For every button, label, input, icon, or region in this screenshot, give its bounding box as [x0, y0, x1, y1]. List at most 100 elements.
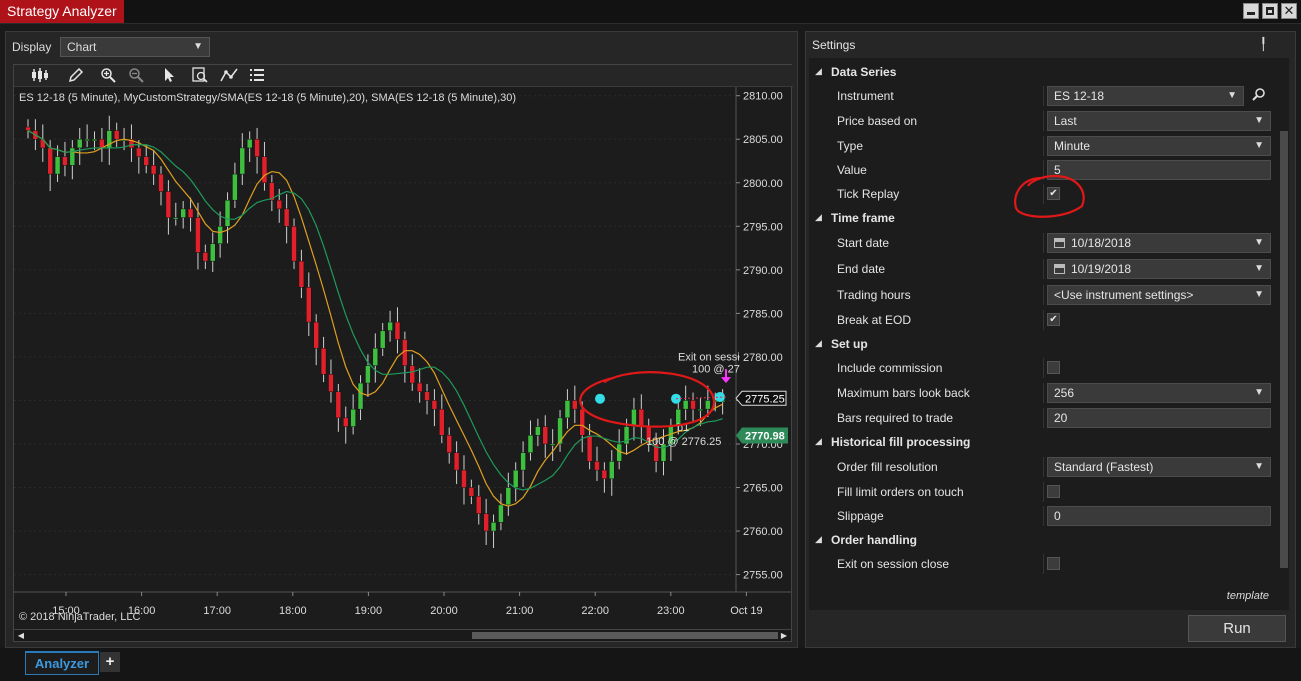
value-input[interactable]: 5 [1047, 160, 1271, 180]
collapse-arrow-icon[interactable]: ◢ [815, 212, 822, 222]
display-select[interactable]: Chart ▼ [60, 37, 210, 57]
slippage-input[interactable]: 0 [1047, 506, 1271, 526]
scroll-right-icon[interactable]: ▶ [780, 631, 788, 640]
section-label: Set up [831, 337, 868, 351]
time-tick-label: 16:00 [128, 605, 156, 617]
break-at-eod-checkbox[interactable]: ✔ [1047, 313, 1060, 326]
run-button[interactable]: Run [1188, 615, 1286, 642]
maximize-icon [1266, 7, 1274, 15]
candle-body [439, 408, 445, 436]
candle-body [498, 504, 504, 523]
start-date-picker[interactable]: 10/18/2018 ▼ [1047, 233, 1271, 253]
close-button[interactable]: ✕ [1281, 3, 1297, 19]
candle-body [579, 408, 585, 436]
zoom-out-icon[interactable] [126, 67, 146, 85]
candle-body [291, 226, 297, 262]
candle-body [232, 173, 238, 201]
scroll-left-icon[interactable]: ◀ [17, 631, 25, 640]
bars-required-input[interactable]: 20 [1047, 408, 1271, 428]
candle-body [54, 156, 61, 175]
property-label: Exit on session close [837, 557, 950, 571]
candle-body [350, 408, 356, 427]
tick-replay-checkbox[interactable]: ✔ [1047, 187, 1060, 200]
tab-analyzer[interactable]: Analyzer [25, 651, 99, 675]
property-label: Instrument [837, 89, 894, 103]
indicators-icon[interactable] [219, 67, 239, 85]
sma-price-label: 2770.98 [745, 430, 785, 442]
section-order-handling[interactable]: ◢ Order handling [809, 528, 1279, 552]
candle-body [557, 417, 563, 445]
minimize-button[interactable] [1243, 3, 1259, 19]
exit-on-session-close-checkbox[interactable] [1047, 557, 1060, 570]
candle-body [660, 443, 667, 462]
template-link[interactable]: template [1226, 590, 1269, 602]
search-icon[interactable] [1252, 87, 1266, 104]
properties-list-icon[interactable] [247, 67, 267, 85]
section-label: Time frame [831, 211, 895, 225]
property-label: Type [837, 139, 864, 153]
price-tick-label: 2790.00 [743, 265, 783, 277]
candle-body [91, 138, 98, 141]
section-set-up[interactable]: ◢ Set up [809, 332, 1279, 356]
property-value: Value 5 [809, 158, 1279, 182]
minimize-icon [1247, 12, 1255, 15]
trading-hours-select[interactable]: <Use instrument settings> ▼ [1047, 285, 1271, 305]
collapse-arrow-icon[interactable]: ◢ [815, 66, 822, 76]
data-box-icon[interactable] [190, 67, 210, 85]
candle-body [84, 138, 90, 141]
section-data-series[interactable]: ◢ Data Series [809, 60, 1279, 84]
add-tab-button[interactable]: + [100, 652, 120, 672]
pin-icon[interactable]: ╿ [1259, 37, 1267, 51]
settings-vertical-scrollbar[interactable] [1279, 58, 1289, 610]
price-tick-label: 2805.00 [743, 134, 783, 146]
maximize-button[interactable] [1262, 3, 1278, 19]
property-label: Include commission [837, 361, 943, 375]
section-historical-fill[interactable]: ◢ Historical fill processing [809, 430, 1279, 454]
candle-body [601, 469, 608, 480]
chart-toolbar [14, 65, 793, 87]
scroll-thumb[interactable] [472, 632, 778, 639]
entry-qty-label: 100 @ 2776.25 [646, 436, 721, 448]
candle-body [394, 321, 401, 340]
sma-price-badge [736, 427, 788, 444]
property-break-at-eod: Break at EOD ✔ [809, 308, 1279, 332]
pencil-icon[interactable] [66, 67, 86, 85]
chart-area[interactable]: 2810.00 2805.00 2800.00 2795.00 2790.00 2785.… [13, 64, 793, 630]
property-label: Maximum bars look back [837, 386, 970, 400]
zoom-in-icon[interactable] [98, 67, 118, 85]
candle-body [306, 287, 312, 323]
candle-body [158, 173, 164, 192]
candle-body [512, 469, 519, 488]
bar-type-icon[interactable] [30, 67, 50, 85]
candle-body [446, 435, 452, 453]
instrument-select[interactable]: ES 12-18 ▼ [1047, 86, 1244, 106]
candle-body [631, 408, 637, 427]
property-label: Break at EOD [837, 313, 912, 327]
sma-30-line [27, 130, 723, 491]
collapse-arrow-icon[interactable]: ◢ [815, 338, 822, 348]
candle-body [195, 217, 201, 253]
settings-scroll-thumb[interactable] [1280, 131, 1288, 568]
section-time-frame[interactable]: ◢ Time frame [809, 206, 1279, 230]
fill-limit-orders-checkbox[interactable] [1047, 485, 1060, 498]
property-label: Start date [837, 236, 890, 250]
order-fill-resolution-select[interactable]: Standard (Fastest) ▼ [1047, 457, 1271, 477]
property-label: Price based on [837, 114, 918, 128]
collapse-arrow-icon[interactable]: ◢ [815, 534, 822, 544]
candle-body [594, 461, 600, 471]
end-date-picker[interactable]: 10/19/2018 ▼ [1047, 259, 1271, 279]
pointer-icon[interactable] [159, 67, 179, 85]
include-commission-checkbox[interactable] [1047, 361, 1060, 374]
candlestick-chart[interactable]: 2810.00 2805.00 2800.00 2795.00 2790.00 2785.… [14, 87, 791, 629]
type-select[interactable]: Minute ▼ [1047, 136, 1271, 156]
collapse-arrow-icon[interactable]: ◢ [815, 436, 822, 446]
trade-marker [595, 393, 605, 404]
price-tick-label: 2765.00 [743, 483, 783, 495]
chevron-down-icon: ▼ [193, 41, 203, 52]
max-bars-lookback-select[interactable]: 256 ▼ [1047, 383, 1271, 403]
price-based-on-select[interactable]: Last ▼ [1047, 111, 1271, 131]
chart-horizontal-scrollbar[interactable]: ◀ ▶ [13, 629, 792, 642]
candle-body [549, 443, 556, 446]
candle-body [150, 165, 157, 175]
property-label: Bars required to trade [837, 411, 954, 425]
